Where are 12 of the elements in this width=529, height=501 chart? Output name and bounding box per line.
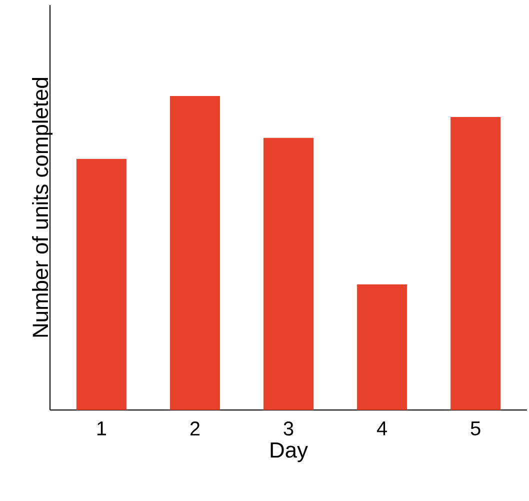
bar bbox=[450, 116, 501, 410]
x-tick-label: 5 bbox=[470, 422, 480, 436]
bar bbox=[264, 138, 314, 410]
x-tick-label: 1 bbox=[97, 422, 106, 436]
x-tick-label: 4 bbox=[376, 422, 387, 436]
bar bbox=[357, 284, 408, 410]
bar bbox=[76, 158, 126, 410]
x-axis-title: Day bbox=[270, 442, 308, 462]
x-tick-label: 2 bbox=[190, 422, 200, 436]
bar bbox=[170, 96, 220, 410]
y-axis-title: Number of units completed bbox=[32, 78, 52, 337]
x-tick-label: 3 bbox=[284, 422, 294, 436]
